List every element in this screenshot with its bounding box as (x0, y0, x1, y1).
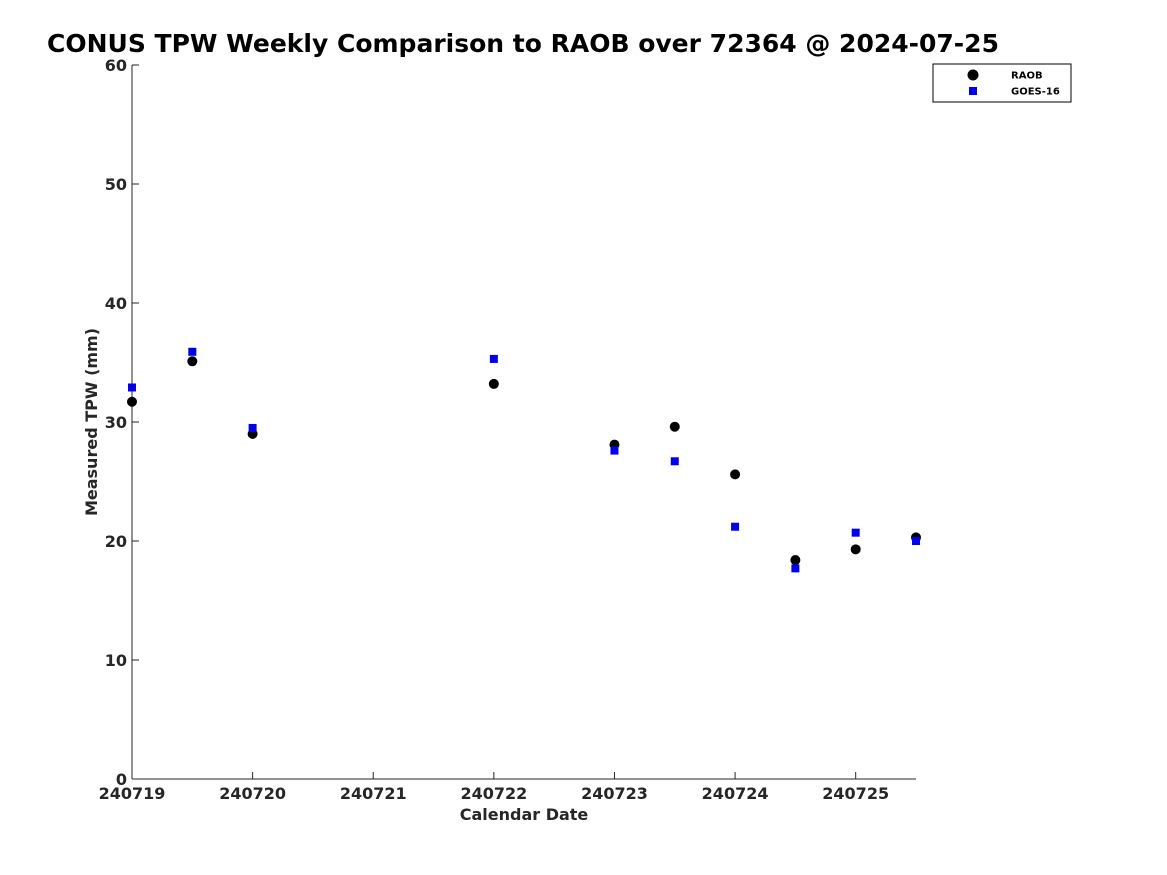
x-axis-label: Calendar Date (460, 805, 589, 824)
raob-point (488, 378, 499, 389)
raob-point (730, 469, 741, 480)
goes16-point (489, 354, 498, 363)
y-tick-label: 30 (105, 413, 127, 432)
raob-point (127, 396, 137, 407)
goes16-point (731, 522, 740, 531)
goes16-point (128, 383, 136, 392)
legend: RAOB GOES-16 (932, 63, 1072, 103)
goes16-point (791, 564, 800, 573)
y-tick-label: 60 (105, 56, 127, 75)
x-ticks: 240719 240720 240721 240722 240723 240724 2407… (99, 772, 889, 803)
legend-box (932, 63, 1072, 103)
y-ticks: 0 10 20 30 40 50 60 (105, 56, 139, 789)
x-tick-label: 240719 (99, 784, 166, 803)
legend-marker-raob (967, 69, 979, 81)
raob-point (850, 544, 861, 555)
x-tick-label: 240723 (581, 784, 648, 803)
x-tick-label: 240722 (460, 784, 527, 803)
raob-point (187, 356, 198, 367)
y-tick-label: 50 (105, 175, 127, 194)
goes16-point (248, 423, 257, 432)
x-tick-label: 240721 (340, 784, 407, 803)
x-tick-label: 240720 (219, 784, 286, 803)
y-tick-label: 40 (105, 294, 127, 313)
data-points (127, 347, 921, 573)
goes16-point (670, 457, 679, 466)
raob-point (790, 555, 801, 566)
goes16-point (188, 347, 197, 356)
legend-label-goes16: GOES-16 (1011, 87, 1060, 98)
y-axis-label: Measured TPW (mm) (82, 328, 101, 516)
legend-marker-goes16 (969, 87, 977, 95)
goes16-point (851, 528, 860, 537)
y-tick-label: 10 (105, 651, 127, 670)
y-tick-label: 20 (105, 532, 127, 551)
axes (131, 65, 916, 780)
raob-point (669, 421, 680, 432)
chart-title: CONUS TPW Weekly Comparison to RAOB over… (47, 29, 999, 58)
goes16-point (610, 446, 619, 455)
y-tick-label: 0 (116, 770, 127, 789)
x-tick-label: 240724 (702, 784, 769, 803)
x-tick-label: 240725 (822, 784, 889, 803)
goes16-point (912, 537, 920, 545)
legend-label-raob: RAOB (1011, 71, 1043, 82)
